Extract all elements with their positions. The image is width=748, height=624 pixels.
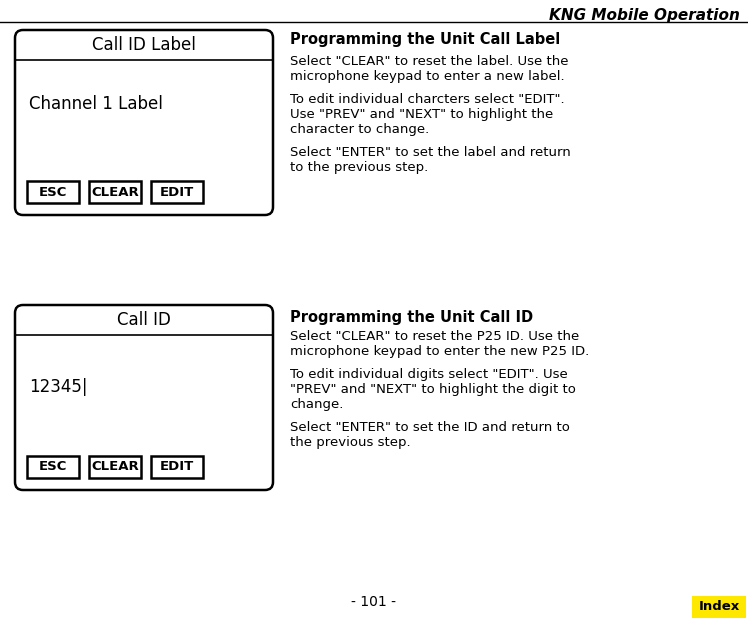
Text: the previous step.: the previous step.: [290, 436, 411, 449]
Text: Call ID Label: Call ID Label: [92, 36, 196, 54]
Text: to the previous step.: to the previous step.: [290, 161, 429, 174]
Text: character to change.: character to change.: [290, 123, 429, 136]
Text: To edit individual digits select "EDIT". Use: To edit individual digits select "EDIT".…: [290, 368, 568, 381]
FancyBboxPatch shape: [15, 305, 273, 490]
Text: EDIT: EDIT: [160, 185, 194, 198]
Text: Select "ENTER" to set the ID and return to: Select "ENTER" to set the ID and return …: [290, 421, 570, 434]
FancyBboxPatch shape: [89, 181, 141, 203]
FancyBboxPatch shape: [27, 456, 79, 478]
FancyBboxPatch shape: [27, 181, 79, 203]
Text: Use "PREV" and "NEXT" to highlight the: Use "PREV" and "NEXT" to highlight the: [290, 108, 554, 121]
Text: change.: change.: [290, 398, 343, 411]
Text: To edit individual charcters select "EDIT".: To edit individual charcters select "EDI…: [290, 93, 565, 106]
Text: Select "CLEAR" to reset the P25 ID. Use the: Select "CLEAR" to reset the P25 ID. Use …: [290, 330, 579, 343]
Text: KNG Mobile Operation: KNG Mobile Operation: [549, 8, 740, 23]
Text: ESC: ESC: [39, 185, 67, 198]
FancyBboxPatch shape: [151, 181, 203, 203]
FancyBboxPatch shape: [15, 30, 273, 215]
Text: Programming the Unit Call ID: Programming the Unit Call ID: [290, 310, 533, 325]
Text: Programming the Unit Call Label: Programming the Unit Call Label: [290, 32, 560, 47]
Text: CLEAR: CLEAR: [91, 185, 139, 198]
Text: 12345|: 12345|: [29, 378, 88, 396]
Text: Index: Index: [699, 600, 740, 613]
Text: microphone keypad to enter a new label.: microphone keypad to enter a new label.: [290, 70, 565, 83]
Text: Channel 1 Label: Channel 1 Label: [29, 95, 163, 113]
Text: "PREV" and "NEXT" to highlight the digit to: "PREV" and "NEXT" to highlight the digit…: [290, 383, 576, 396]
Text: ESC: ESC: [39, 461, 67, 474]
Text: Call ID: Call ID: [117, 311, 171, 329]
FancyBboxPatch shape: [692, 596, 746, 618]
Text: EDIT: EDIT: [160, 461, 194, 474]
Text: microphone keypad to enter the new P25 ID.: microphone keypad to enter the new P25 I…: [290, 345, 589, 358]
Text: - 101 -: - 101 -: [352, 595, 396, 609]
FancyBboxPatch shape: [89, 456, 141, 478]
Text: Select "CLEAR" to reset the label. Use the: Select "CLEAR" to reset the label. Use t…: [290, 55, 568, 68]
FancyBboxPatch shape: [151, 456, 203, 478]
Text: CLEAR: CLEAR: [91, 461, 139, 474]
Text: Select "ENTER" to set the label and return: Select "ENTER" to set the label and retu…: [290, 146, 571, 159]
